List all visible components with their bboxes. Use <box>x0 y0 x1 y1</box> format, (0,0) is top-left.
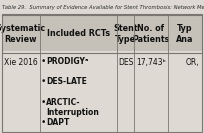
Text: Table 29.  Summary of Evidence Available for Stent Thrombosis: Network Meta-Anal: Table 29. Summary of Evidence Available … <box>2 5 204 10</box>
Text: •: • <box>41 98 46 107</box>
Bar <box>0 0 204 15</box>
Text: ARCTIC-
Interruption: ARCTIC- Interruption <box>46 98 99 117</box>
Text: Stent
Type: Stent Type <box>113 24 138 44</box>
Text: •: • <box>41 57 46 66</box>
Text: 17,743ᵇ: 17,743ᵇ <box>136 58 166 67</box>
Text: DES: DES <box>118 58 133 67</box>
Text: PRODIGYᵃ: PRODIGYᵃ <box>46 57 88 66</box>
Text: Xie 2016: Xie 2016 <box>4 58 38 67</box>
Text: •: • <box>41 77 46 86</box>
Text: DES-LATE: DES-LATE <box>46 77 87 86</box>
Text: •: • <box>41 118 46 127</box>
Text: OR,: OR, <box>185 58 199 67</box>
Text: Typ
Ana: Typ Ana <box>176 24 194 44</box>
Bar <box>2 51 202 132</box>
Text: DAPT: DAPT <box>46 118 69 127</box>
Text: Systematic
Review: Systematic Review <box>0 24 46 44</box>
Bar <box>2 14 202 132</box>
Bar <box>2 15 202 53</box>
Text: Included RCTs: Included RCTs <box>47 29 110 38</box>
Text: No. of
Patients: No. of Patients <box>132 24 170 44</box>
